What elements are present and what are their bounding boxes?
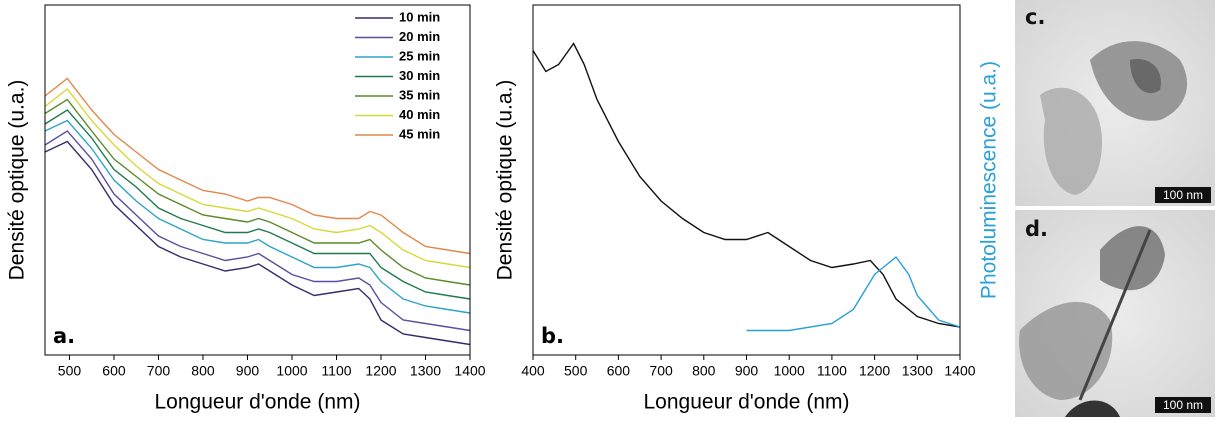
x-tick-label: 1400 [944,363,975,379]
x-tick-label: 1400 [454,363,485,379]
panel-label: b. [541,324,564,348]
series-line [44,130,471,332]
legend-label: 10 min [399,9,440,24]
series-line [532,42,961,328]
series-line [44,140,471,346]
legend-label: 35 min [399,87,440,102]
legend-label: 20 min [399,29,440,44]
x-tick-label: 800 [692,363,716,379]
x-tick-label: 900 [735,363,759,379]
plot-frame [44,4,471,356]
series-line [44,98,471,286]
x-tick-label: 1200 [365,363,396,379]
x-tick-label: 1100 [817,363,847,379]
legend-label: 25 min [399,48,440,63]
plot-frame [532,4,961,356]
series-line [44,77,471,255]
x-tick-label: 500 [58,363,82,379]
image-c: c. 100 nm [1015,0,1215,206]
scale-bar: 100 nm [1163,398,1203,412]
x-tick-label: 1200 [859,363,890,379]
image-label: d. [1025,217,1048,241]
x-axis-label: Longueur d'onde (nm) [155,391,361,414]
image-label: c. [1025,5,1045,29]
x-tick-label: 1000 [774,363,805,379]
x-axis-label: Longueur d'onde (nm) [644,391,850,414]
y-axis-label: Densité optique (u.a.) [6,80,29,281]
legend-label: 40 min [399,107,440,122]
series-line [44,88,471,269]
x-tick-label: 1300 [902,363,933,379]
y-axis-label: Densité optique (u.a.) [494,80,517,281]
x-tick-label: 500 [564,363,588,379]
x-tick-label: 700 [147,363,171,379]
x-tick-label: 600 [102,363,126,379]
legend-label: 45 min [399,126,440,141]
x-tick-label: 900 [236,363,260,379]
panel-label: a. [53,324,75,348]
x-tick-label: 1100 [321,363,351,379]
scale-bar: 100 nm [1163,188,1203,202]
series-line [44,119,471,314]
x-tick-label: 400 [521,363,545,379]
legend-label: 30 min [399,68,440,83]
series-line [746,255,961,332]
series-line [44,109,471,300]
y2-axis-label: Photoluminescence (u.a.) [978,61,1001,299]
x-tick-label: 1000 [276,363,307,379]
x-tick-label: 800 [191,363,215,379]
x-tick-label: 700 [649,363,673,379]
image-d: d. 100 nm [1015,210,1215,417]
x-tick-label: 600 [607,363,631,379]
x-tick-label: 1300 [410,363,441,379]
